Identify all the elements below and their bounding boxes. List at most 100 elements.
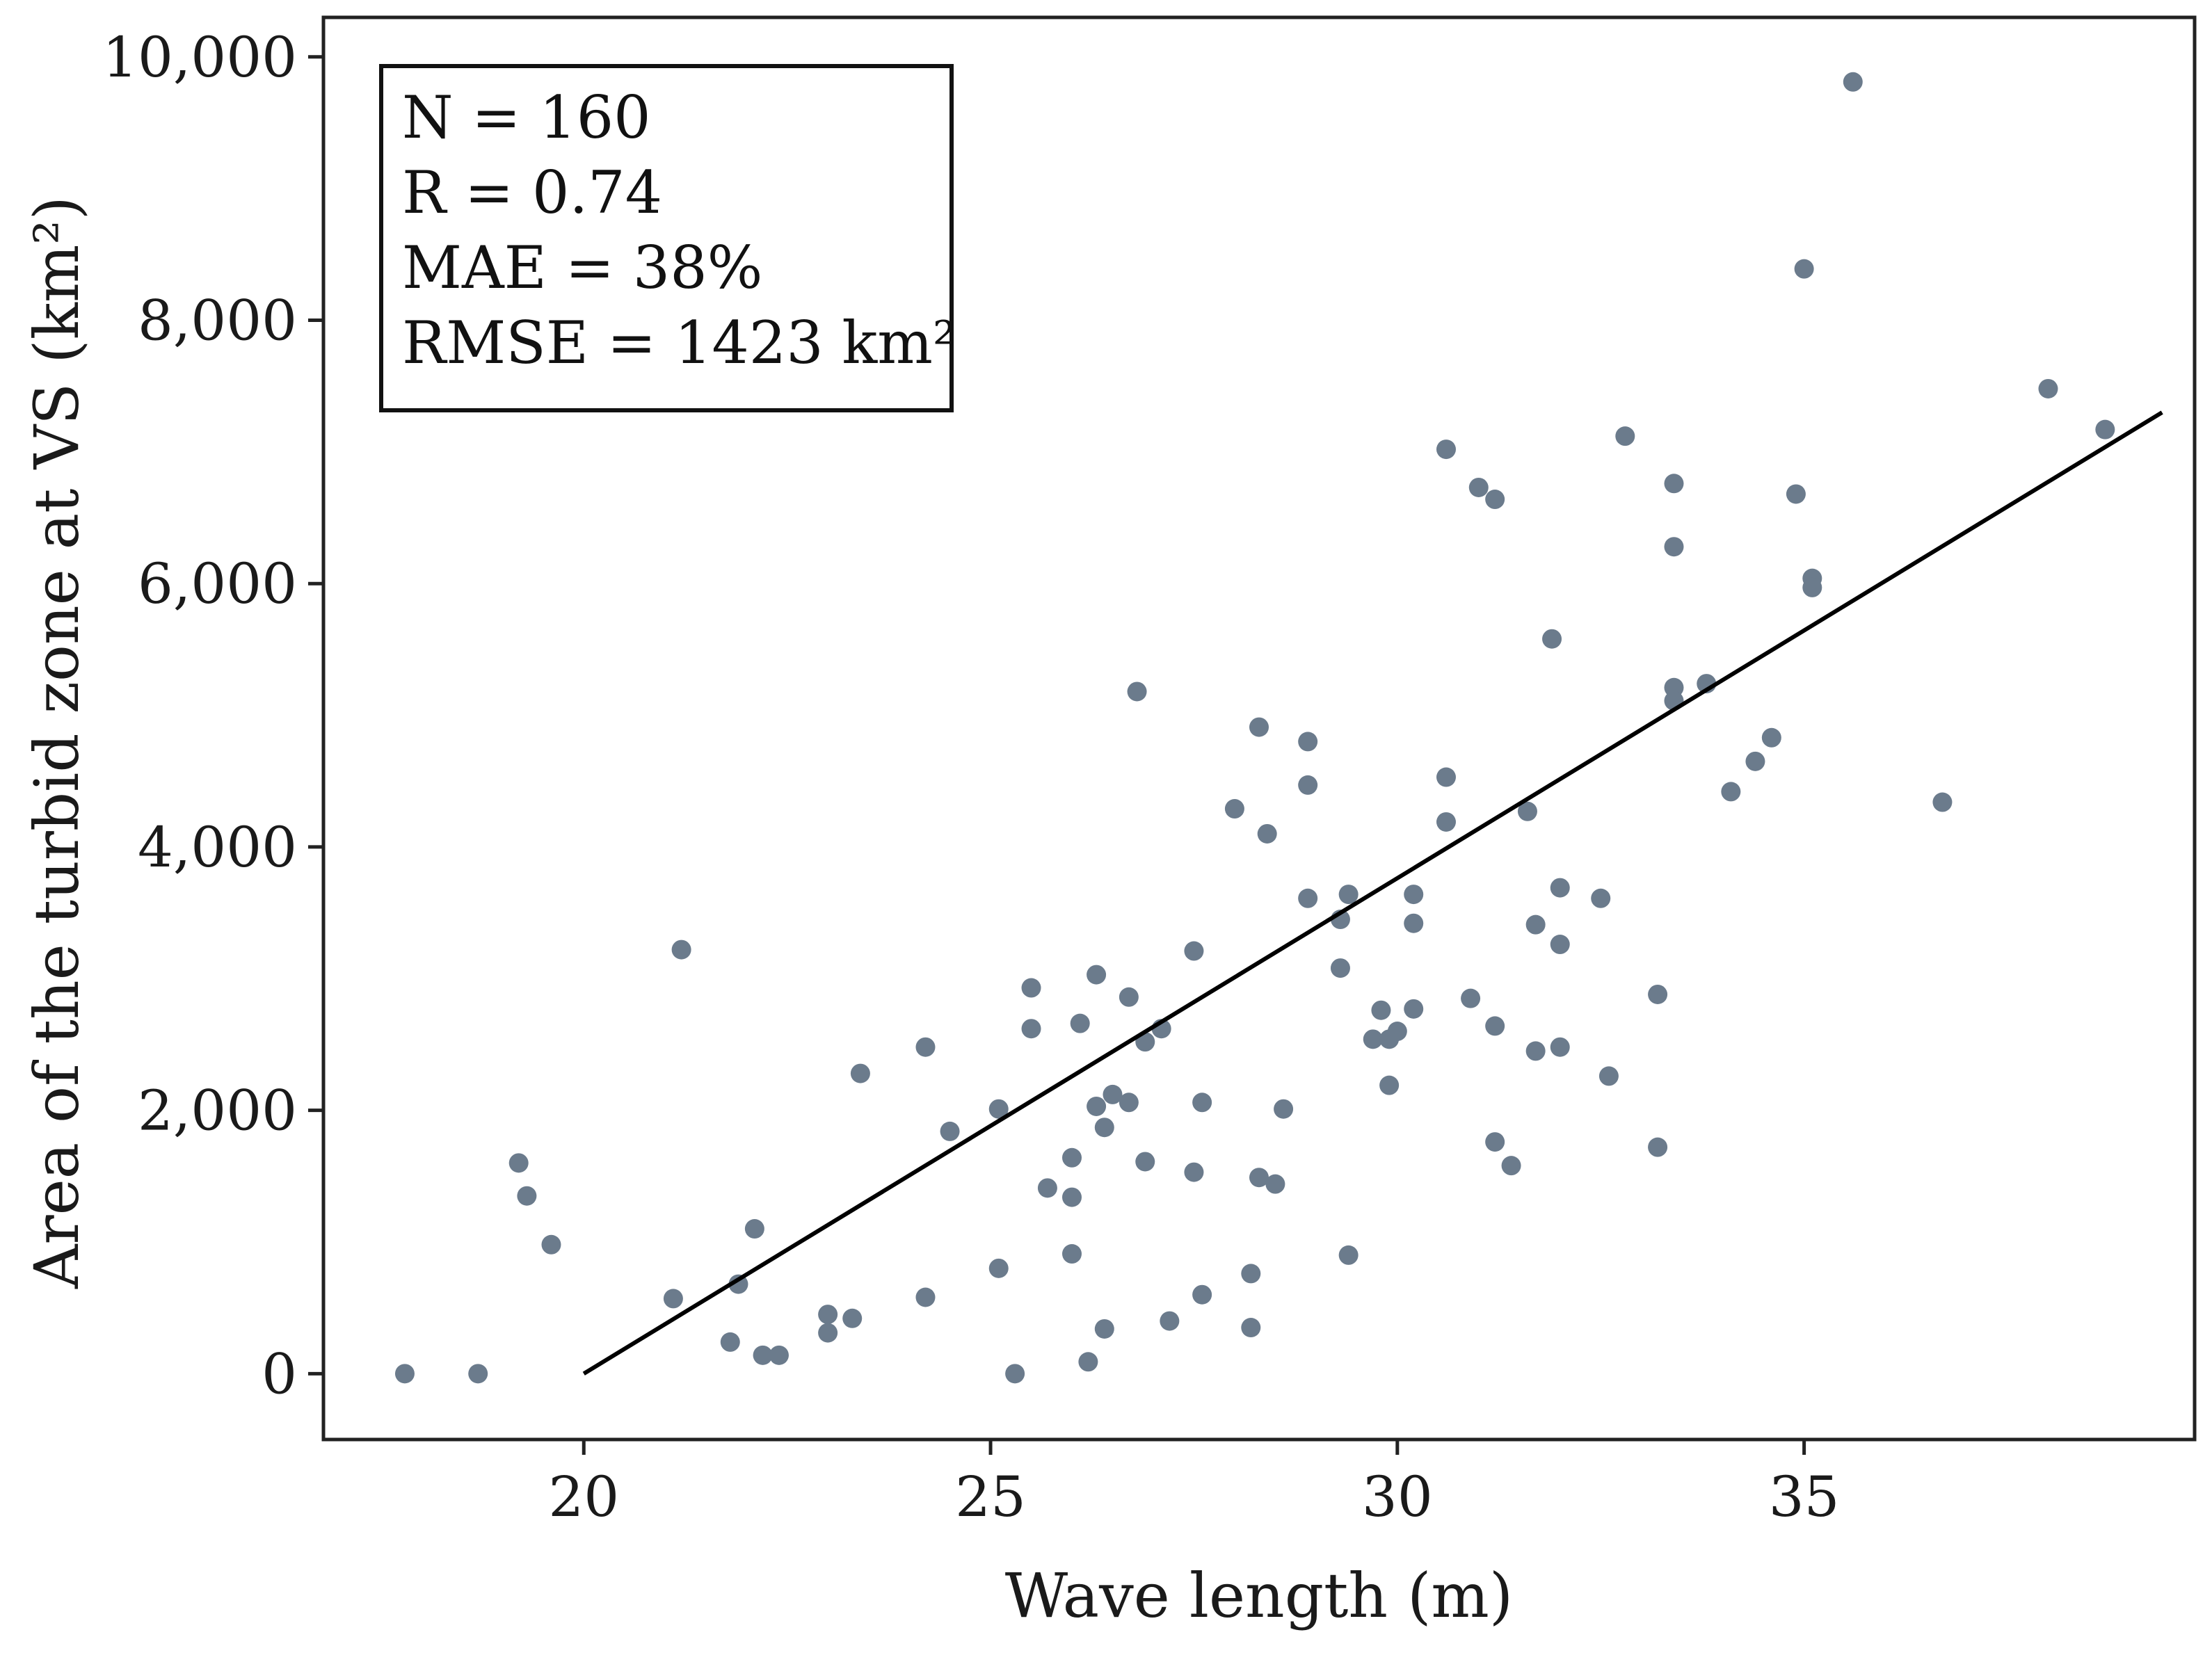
data-point [1525, 1041, 1546, 1061]
stat-r: R = 0.74 [402, 159, 662, 227]
data-point [1094, 1319, 1114, 1339]
x-tick-label: 25 [955, 1465, 1026, 1529]
data-point [1021, 978, 1041, 998]
data-point [1648, 1137, 1668, 1157]
y-axis-title: Area of the turbid zone at VS (km²) [21, 196, 93, 1289]
data-point [1224, 799, 1244, 819]
data-point [1249, 1168, 1269, 1188]
regression-line [582, 410, 2163, 1376]
data-point [1338, 1245, 1359, 1265]
data-point [1330, 958, 1350, 978]
data-point [1404, 885, 1424, 905]
data-point [508, 1153, 529, 1173]
data-point [2038, 378, 2058, 398]
data-point [1387, 1022, 1407, 1042]
data-point [1160, 1311, 1180, 1331]
data-point [1379, 1075, 1400, 1095]
data-point [1615, 426, 1635, 446]
data-point [1087, 965, 1107, 985]
data-point [1062, 1244, 1082, 1264]
data-point [850, 1063, 870, 1083]
data-point [753, 1345, 773, 1365]
stat-n: N = 160 [402, 83, 651, 152]
data-point [1127, 682, 1147, 702]
data-point [1371, 1000, 1391, 1020]
y-tick-label: 8,000 [138, 289, 297, 353]
data-point [1550, 1037, 1570, 1057]
data-point [1062, 1187, 1082, 1207]
data-point [1843, 72, 1863, 92]
data-point [1664, 537, 1684, 557]
data-point [1436, 440, 1456, 460]
data-points [394, 72, 2115, 1384]
data-point [744, 1219, 764, 1239]
data-point [468, 1364, 488, 1384]
data-point [769, 1345, 789, 1365]
data-point [818, 1305, 838, 1325]
data-point [1517, 801, 1537, 821]
data-point [1070, 1013, 1090, 1033]
data-point [1721, 782, 1741, 802]
data-point [1257, 823, 1277, 844]
x-tick-label: 20 [548, 1465, 619, 1529]
y-tick-label: 2,000 [138, 1079, 297, 1143]
data-point [1802, 577, 1822, 597]
data-point [517, 1186, 537, 1206]
y-axis: 0 2,000 4,000 6,000 8,000 10,000 [102, 25, 323, 1406]
data-point [1298, 732, 1318, 752]
statistics-box: N = 160 R = 0.74 MAE = 38% RMSE = 1423 k… [379, 64, 956, 412]
data-point [1598, 1066, 1619, 1086]
data-point [1241, 1318, 1261, 1338]
x-axis-title: Wave length (m) [1005, 1560, 1513, 1631]
data-point [915, 1037, 936, 1057]
data-point [1249, 717, 1269, 737]
data-point [915, 1287, 936, 1307]
data-point [1542, 629, 1562, 649]
stat-rmse: RMSE = 1423 km² [402, 309, 956, 377]
data-point [988, 1099, 1009, 1119]
x-tick-label: 30 [1362, 1465, 1433, 1529]
y-tick-label: 4,000 [138, 815, 297, 880]
data-point [1094, 1118, 1114, 1138]
y-tick-label: 0 [262, 1341, 297, 1406]
data-point [1021, 1019, 1041, 1039]
data-point [541, 1234, 561, 1255]
data-point [1404, 999, 1424, 1019]
data-point [1265, 1174, 1285, 1194]
data-point [1078, 1352, 1098, 1372]
data-point [1087, 1096, 1107, 1116]
data-point [818, 1323, 838, 1343]
data-point [1648, 984, 1668, 1004]
data-point [1005, 1364, 1025, 1384]
data-point [1745, 751, 1765, 771]
data-point [1135, 1152, 1155, 1172]
x-axis: 20 25 30 35 [548, 1440, 1840, 1529]
data-point [2095, 419, 2115, 440]
regression-line-group [582, 410, 2163, 1376]
data-point [1550, 935, 1570, 955]
data-point [1485, 1132, 1505, 1152]
data-point [728, 1274, 748, 1294]
data-point [1192, 1284, 1212, 1305]
data-point [1932, 792, 1953, 812]
plot-frame [321, 15, 2197, 1442]
data-point [1241, 1264, 1261, 1284]
data-point [1591, 888, 1611, 908]
y-tick-label: 10,000 [102, 25, 297, 90]
data-point [1298, 775, 1318, 795]
data-point [842, 1308, 863, 1328]
data-point [1062, 1147, 1082, 1168]
data-point [1184, 1162, 1204, 1182]
data-point [1501, 1156, 1521, 1176]
data-point [1338, 885, 1359, 905]
data-point [1485, 1016, 1505, 1036]
data-point [1298, 888, 1318, 908]
data-point [1761, 727, 1781, 748]
data-point [1664, 474, 1684, 494]
data-point [1550, 878, 1570, 898]
data-point [988, 1258, 1009, 1278]
data-point [1103, 1084, 1123, 1104]
data-point [1274, 1099, 1294, 1119]
data-point [663, 1289, 683, 1309]
